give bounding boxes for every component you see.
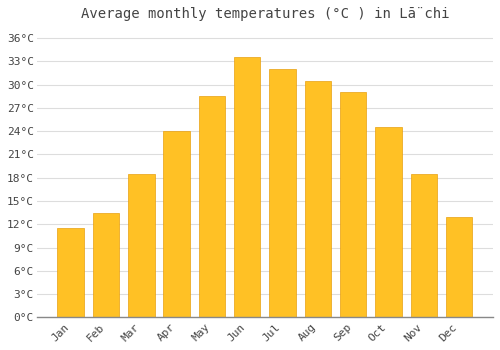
Bar [58,228,84,317]
Bar [198,96,225,317]
Bar [375,127,402,317]
Bar [446,217,472,317]
Bar [340,92,366,317]
Bar [93,213,120,317]
Title: Average monthly temperatures (°C ) in Lā̈chi: Average monthly temperatures (°C ) in Lā… [80,7,449,21]
Bar [410,174,437,317]
Bar [234,57,260,317]
Bar [164,131,190,317]
Bar [270,69,296,317]
Bar [304,80,331,317]
Bar [128,174,154,317]
